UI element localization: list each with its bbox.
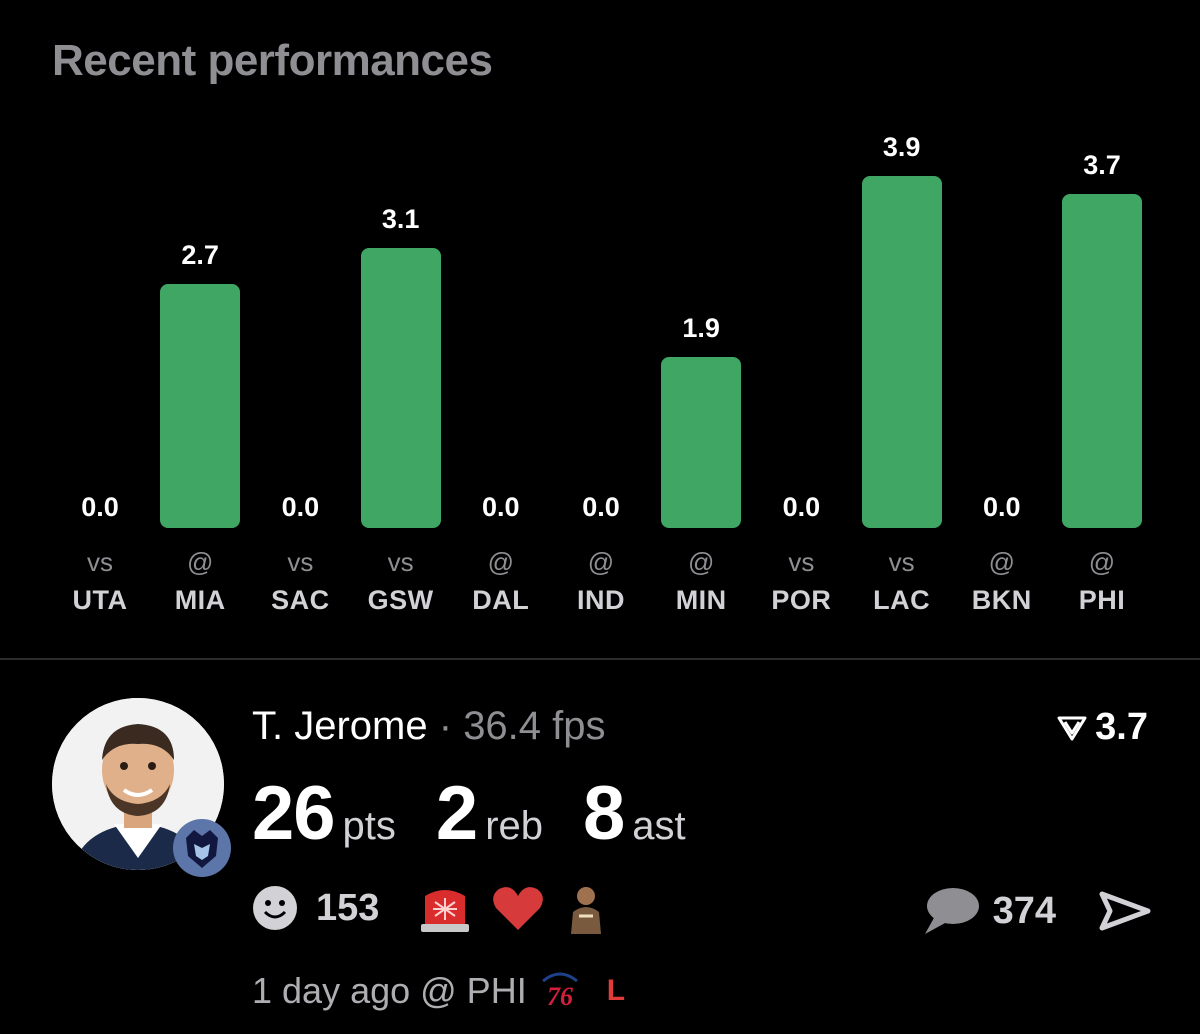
bar-value-label: 3.7 <box>1083 150 1121 181</box>
stat-points-value: 26 <box>252 771 336 856</box>
comments[interactable]: 374 <box>921 886 1152 936</box>
bar-value-label: 3.1 <box>381 204 420 235</box>
category-prefix: @ <box>186 547 214 577</box>
category-prefix: vs <box>888 547 915 577</box>
category-team: GSW <box>367 585 434 615</box>
stat-line: 26 pts 2 reb 8 ast <box>252 770 726 857</box>
opponent-logo-text: 76 <box>547 982 573 1011</box>
page-title: Recent performances <box>52 36 493 85</box>
reactions-bar: 153 <box>252 882 609 934</box>
smile-count: 153 <box>316 886 380 929</box>
share-icon[interactable] <box>1098 890 1152 932</box>
bar-mia[interactable] <box>160 284 241 528</box>
category-prefix: vs <box>87 547 113 577</box>
category-team: MIN <box>675 585 727 615</box>
grizzlies-logo-icon <box>173 819 231 877</box>
bar-gsw[interactable] <box>360 248 441 528</box>
player-avatar[interactable] <box>52 698 224 870</box>
bar-value-label: 0.0 <box>482 492 520 522</box>
category-prefix: @ <box>587 547 615 577</box>
category-prefix: @ <box>687 547 715 577</box>
category-team: IND <box>577 585 625 615</box>
player-header[interactable]: T. Jerome · 36.4 fps <box>252 704 606 749</box>
player-fps: 36.4 fps <box>463 704 606 748</box>
bar-lac[interactable] <box>861 176 942 528</box>
game-result: L <box>606 974 626 1007</box>
heart-icon[interactable] <box>491 884 545 932</box>
category-team: POR <box>771 585 832 615</box>
stat-points-label: pts <box>342 804 396 848</box>
game-time: 1 day ago @ PHI <box>252 970 527 1011</box>
category-team: BKN <box>971 585 1032 615</box>
category-prefix: vs <box>387 547 414 577</box>
bar-value-label: 1.9 <box>682 312 720 343</box>
bar-value-label: 0.0 <box>281 492 320 522</box>
stat-rebounds-label: reb <box>485 804 543 848</box>
category-team: UTA <box>72 585 128 615</box>
separator: · <box>438 704 453 748</box>
sixers-logo-icon: 76 <box>541 972 578 1011</box>
fantasy-score: 3.7 <box>1057 706 1148 749</box>
performance-chart: 0.0 vs UTA 2.7 @ MIA 0.0 vs SAC 3.1 vs GSW 0.0 @ DAL 0.… <box>72 132 1142 615</box>
category-prefix: @ <box>1088 547 1116 577</box>
stat-rebounds-value: 2 <box>435 771 478 856</box>
stat-assists-value: 8 <box>583 771 625 856</box>
player-reaction-icon[interactable] <box>563 882 609 934</box>
stat-assists-label: ast <box>632 804 686 848</box>
category-team: SAC <box>271 585 330 615</box>
category-prefix: @ <box>487 547 514 577</box>
game-info: 1 day ago @ PHI 76 L <box>252 970 625 1012</box>
comment-count: 374 <box>992 889 1056 932</box>
siren-icon[interactable] <box>417 882 473 934</box>
bar-value-label: 0.0 <box>582 492 620 522</box>
bar-value-label: 2.7 <box>181 240 219 271</box>
bar-phi[interactable] <box>1062 194 1142 528</box>
player-name[interactable]: T. Jerome <box>252 704 428 748</box>
category-team: PHI <box>1078 585 1126 615</box>
category-prefix: vs <box>287 547 314 577</box>
fantasy-logo-icon <box>1057 716 1087 740</box>
category-prefix: @ <box>988 547 1015 577</box>
comment-icon[interactable] <box>921 886 981 936</box>
smile-icon[interactable] <box>252 885 298 931</box>
team-logo <box>172 818 232 878</box>
divider <box>0 658 1200 660</box>
bar-value-label: 0.0 <box>983 492 1021 522</box>
category-team: LAC <box>873 585 931 615</box>
bar-value-label: 0.0 <box>782 492 821 522</box>
bar-value-label: 3.9 <box>882 132 921 162</box>
bar-min[interactable] <box>661 356 742 528</box>
category-team: DAL <box>472 585 530 615</box>
category-team: MIA <box>174 585 226 615</box>
category-prefix: vs <box>788 547 815 577</box>
bar-value-label: 0.0 <box>81 492 119 522</box>
score-value: 3.7 <box>1095 706 1148 748</box>
